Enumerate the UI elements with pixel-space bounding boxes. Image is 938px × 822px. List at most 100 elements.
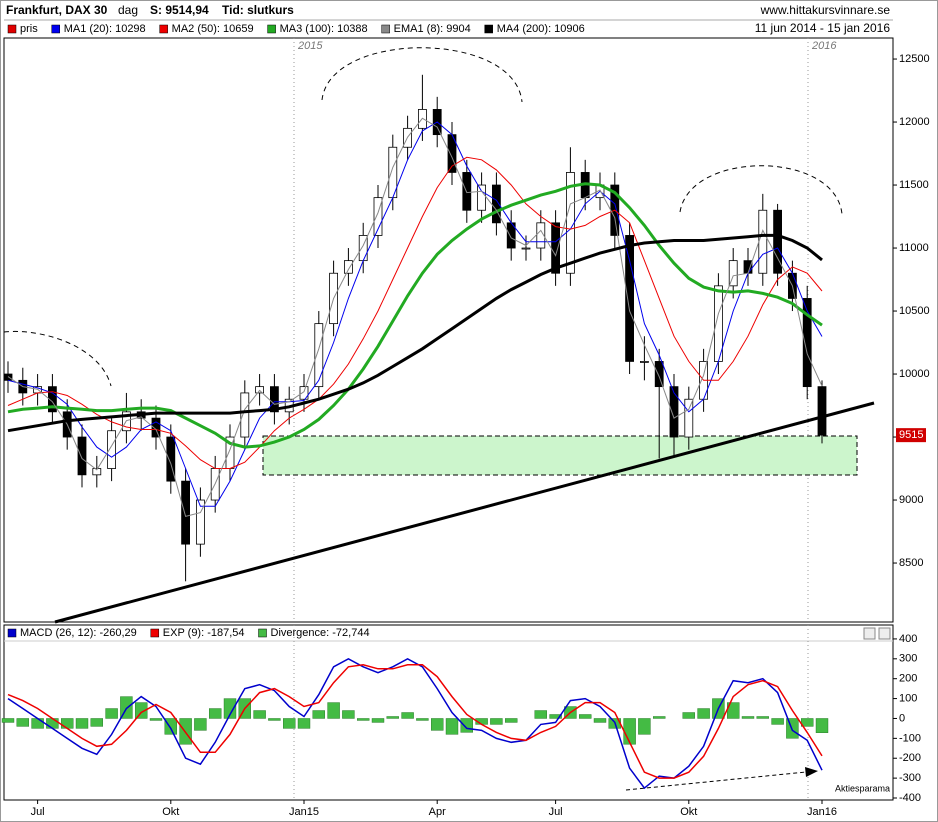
ma-line	[7, 117, 823, 518]
y-tick-label: 11500	[899, 179, 929, 191]
candle-body	[314, 323, 324, 388]
y-tick-label: -200	[899, 752, 921, 764]
divergence-bar	[1, 718, 15, 723]
y-tick-label: 11000	[899, 242, 929, 254]
legend-swatch	[7, 628, 17, 638]
y-tick-label: 0	[899, 712, 905, 724]
pattern-arc	[321, 47, 523, 103]
legend-swatch	[381, 24, 390, 34]
divergence-bar	[771, 718, 784, 725]
divergence-bar	[194, 718, 207, 731]
candle-body	[669, 386, 679, 438]
watermark: Aktiesparama	[835, 783, 890, 793]
divergence-bar	[386, 716, 399, 719]
last-price-label: 9515	[899, 429, 923, 441]
source: www.hittakursvinnare.se	[760, 3, 891, 17]
divergence-bar	[593, 718, 607, 723]
divergence-bar	[134, 702, 148, 719]
y-tick-label: -400	[899, 792, 921, 804]
divergence-bar	[46, 718, 59, 729]
legend-swatch	[267, 24, 276, 34]
candle-body	[817, 386, 827, 436]
divergence-bar	[342, 710, 355, 719]
legend-swatch	[51, 24, 60, 34]
divergence-bar	[283, 718, 296, 729]
divergence-bar	[208, 708, 222, 719]
legend-label: MA3 (100): 10388	[280, 23, 368, 35]
year-label: 2016	[811, 40, 837, 52]
y-tick-label: 9000	[899, 494, 923, 506]
candle-body	[343, 260, 353, 274]
candle-body	[77, 436, 87, 476]
divergence-bar	[16, 718, 29, 727]
last-price-box	[896, 428, 926, 443]
legend-label: MA2 (50): 10659	[172, 23, 254, 35]
divergence-bar	[697, 708, 710, 719]
divergence-arrow	[625, 771, 807, 791]
y-tick-label: 10000	[899, 368, 930, 380]
x-tick-label: Jan16	[807, 806, 837, 818]
legend-label: MA4 (200): 10906	[497, 23, 585, 35]
y-tick-label: 400	[899, 633, 917, 645]
divergence-bar	[623, 718, 636, 745]
divergence-bar	[815, 718, 829, 733]
panel-icon[interactable]	[863, 627, 876, 640]
candle-body	[195, 499, 205, 545]
divergence-bar	[164, 718, 178, 735]
x-tick-label: Okt	[680, 806, 697, 818]
candle-body	[625, 235, 634, 362]
divergence-bar	[223, 698, 237, 719]
divergence-bar	[756, 716, 769, 719]
macd-line	[7, 664, 823, 779]
y-tick-label: 12000	[899, 116, 930, 128]
macd-panel	[3, 624, 894, 801]
candle-body	[773, 209, 782, 274]
divergence-bar	[297, 718, 311, 729]
candle-body	[491, 184, 501, 224]
trend-line	[54, 401, 875, 624]
candle-body	[728, 260, 738, 287]
divergence-bar	[549, 714, 562, 719]
ma-line	[7, 233, 823, 433]
date-range: 11 jun 2014 - 15 jan 2016	[755, 21, 891, 35]
pattern-arc	[679, 165, 843, 215]
candle-body	[477, 184, 487, 211]
candle-body	[802, 298, 812, 388]
panel-icon[interactable]	[878, 627, 891, 640]
divergence-bar	[253, 710, 266, 719]
legend-label: EMA1 (8): 9904	[394, 23, 471, 35]
x-tick-label: Jul	[549, 806, 563, 818]
time-basis: Tid: slutkurs	[222, 3, 294, 17]
divergence-bar	[682, 712, 695, 719]
legend-swatch	[7, 24, 17, 34]
candle-body	[240, 392, 250, 438]
divergence-bar	[638, 718, 651, 735]
y-tick-label: 100	[899, 692, 917, 704]
ma-line	[7, 121, 823, 507]
ma-line	[7, 156, 823, 469]
legend-swatch	[150, 628, 160, 638]
arrow-head	[805, 767, 818, 777]
last-price: S: 9514,94	[150, 3, 209, 17]
candle-body	[166, 436, 176, 482]
period: dag	[118, 3, 138, 17]
x-tick-label: Jan15	[289, 806, 319, 818]
y-tick-label: 200	[899, 673, 917, 685]
divergence-bar	[741, 716, 755, 719]
legend-label: pris	[20, 23, 38, 35]
divergence-bar	[371, 718, 385, 723]
candle-body	[654, 361, 664, 388]
candle-body	[743, 260, 753, 274]
candle-body	[684, 398, 694, 438]
candle-body	[536, 222, 546, 249]
candle-body	[181, 480, 191, 545]
candle-body	[107, 430, 116, 469]
divergence-bar	[61, 718, 74, 729]
legend-label: MA1 (20): 10298	[64, 23, 146, 35]
candle-body	[269, 386, 279, 413]
y-tick-label: 300	[899, 653, 917, 665]
divergence-bar	[31, 718, 44, 729]
candle-body	[758, 209, 768, 274]
y-tick-label: 12500	[899, 53, 930, 65]
x-tick-label: Jul	[31, 806, 45, 818]
